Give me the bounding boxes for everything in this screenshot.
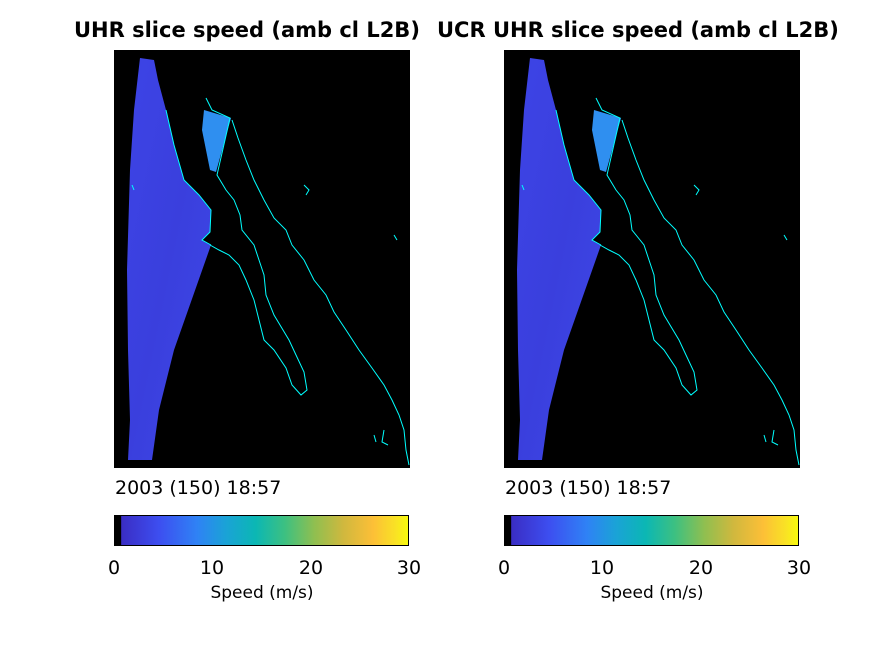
left-date-label: 2003 (150) 18:57	[115, 477, 282, 499]
wind-swath	[517, 58, 601, 460]
coastline-fragment	[771, 429, 779, 446]
left-colorbar-tick-0: 0	[107, 557, 121, 579]
right-map-svg	[517, 58, 800, 466]
coastline-west	[595, 97, 698, 396]
coastline-west	[205, 97, 308, 396]
right-speed-map	[504, 50, 800, 468]
left-colorbar-tick-30: 30	[396, 557, 422, 579]
right-colorbar-label: Speed (m/s)	[600, 583, 704, 603]
wind-swath	[127, 58, 211, 460]
left-speed-map	[114, 50, 410, 468]
coastline-fragment	[783, 234, 788, 241]
coastline-fragment	[373, 434, 377, 443]
right-date-label: 2003 (150) 18:57	[505, 477, 672, 499]
right-panel-title: UCR UHR slice speed (amb cl L2B)	[437, 18, 839, 42]
right-colorbar	[504, 515, 799, 546]
coastline-fragment	[303, 184, 310, 196]
right-colorbar-tick-0: 0	[497, 557, 511, 579]
inland-patch	[592, 110, 621, 172]
coastline-fragment	[693, 184, 700, 196]
coastline-east	[621, 119, 800, 466]
right-colorbar-tick-30: 30	[786, 557, 812, 579]
inland-patch	[202, 110, 231, 172]
left-panel-title: UHR slice speed (amb cl L2B)	[74, 18, 420, 42]
left-map-svg	[127, 58, 410, 466]
coastline-fragment	[521, 184, 525, 191]
left-colorbar-tick-20: 20	[298, 557, 324, 579]
swath-edge	[555, 109, 602, 246]
coastline-east	[231, 119, 410, 466]
left-colorbar-tick-10: 10	[199, 557, 225, 579]
coastline-fragment	[131, 184, 135, 191]
left-colorbar	[114, 515, 409, 546]
left-colorbar-label: Speed (m/s)	[210, 583, 314, 603]
coastline-fragment	[763, 434, 767, 443]
coastline-fragment	[381, 429, 389, 446]
swath-edge	[165, 109, 212, 246]
right-colorbar-tick-20: 20	[688, 557, 714, 579]
coastline-fragment	[393, 234, 398, 241]
right-colorbar-tick-10: 10	[589, 557, 615, 579]
